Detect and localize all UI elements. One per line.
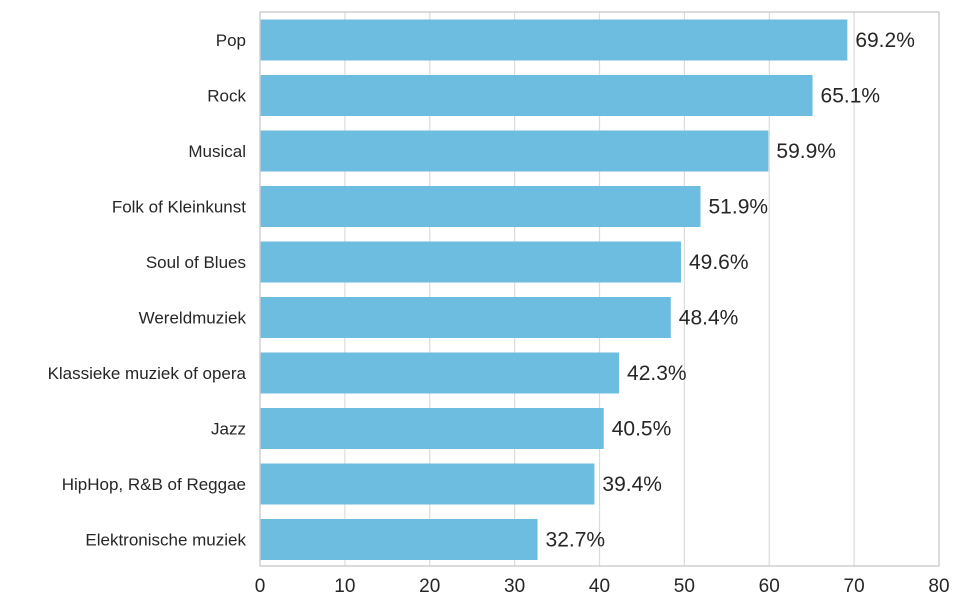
value-label: 39.4% (602, 473, 662, 496)
bar (260, 19, 848, 61)
x-tick-label: 50 (674, 576, 695, 597)
value-label: 42.3% (627, 362, 687, 385)
bar (260, 463, 595, 505)
x-tick-label: 0 (255, 576, 266, 597)
category-label: Pop (216, 31, 246, 50)
category-label: Musical (188, 142, 246, 161)
plot-frame (259, 11, 940, 567)
bar (260, 241, 681, 283)
bar (260, 130, 769, 172)
bar (260, 297, 671, 338)
x-tick-label: 80 (928, 576, 949, 597)
value-label: 59.9% (776, 140, 836, 163)
bar (260, 75, 813, 116)
x-tick-label: 20 (419, 576, 440, 597)
category-labels: Pop Rock Musical Folk of Kleinkunst Soul of … (48, 31, 247, 550)
category-label: Rock (207, 87, 246, 106)
x-tick-label: 40 (589, 576, 610, 597)
bars (260, 19, 848, 560)
category-label: Jazz (211, 420, 246, 439)
x-tick-label: 60 (759, 576, 780, 597)
value-label: 49.6% (689, 251, 749, 274)
category-label: Klassieke muziek of opera (48, 364, 247, 383)
value-label: 32.7% (546, 529, 606, 552)
category-label: Folk of Kleinkunst (112, 198, 246, 217)
x-tick-labels: 0 10 20 30 40 50 60 70 80 (255, 576, 950, 597)
bar (260, 519, 538, 560)
bar (260, 408, 604, 449)
value-label: 65.1% (821, 85, 881, 108)
category-label: Elektronische muziek (85, 531, 246, 550)
value-labels: 69.2% 65.1% 59.9% 51.9% 49.6% 48.4% 42.3% 40.5%… (546, 29, 915, 552)
value-label: 48.4% (679, 307, 739, 330)
x-tick-label: 70 (844, 576, 865, 597)
value-label: 40.5% (612, 418, 672, 441)
x-tick-label: 10 (334, 576, 355, 597)
category-label: Wereldmuziek (139, 309, 247, 328)
x-tick-label: 30 (504, 576, 525, 597)
value-label: 51.9% (709, 196, 769, 219)
category-label: Soul of Blues (146, 253, 246, 272)
bar (260, 352, 620, 394)
category-label: HipHop, R&B of Reggae (62, 475, 246, 494)
value-label: 69.2% (855, 29, 915, 52)
bar (260, 186, 701, 227)
